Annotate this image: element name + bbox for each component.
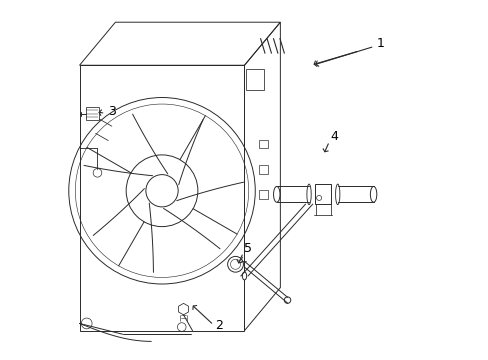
Polygon shape xyxy=(85,107,99,120)
Bar xyxy=(258,140,267,148)
Circle shape xyxy=(316,195,321,201)
Ellipse shape xyxy=(242,272,246,280)
Text: 5: 5 xyxy=(244,242,252,255)
Text: 1: 1 xyxy=(376,37,384,50)
Ellipse shape xyxy=(273,186,280,202)
Polygon shape xyxy=(315,184,331,204)
Ellipse shape xyxy=(306,184,310,204)
Polygon shape xyxy=(178,303,188,315)
Bar xyxy=(258,190,267,199)
Ellipse shape xyxy=(369,186,376,202)
Ellipse shape xyxy=(335,184,339,204)
Text: 2: 2 xyxy=(215,319,223,332)
Text: 3: 3 xyxy=(108,105,116,118)
Bar xyxy=(258,165,267,174)
Text: 4: 4 xyxy=(329,130,337,144)
